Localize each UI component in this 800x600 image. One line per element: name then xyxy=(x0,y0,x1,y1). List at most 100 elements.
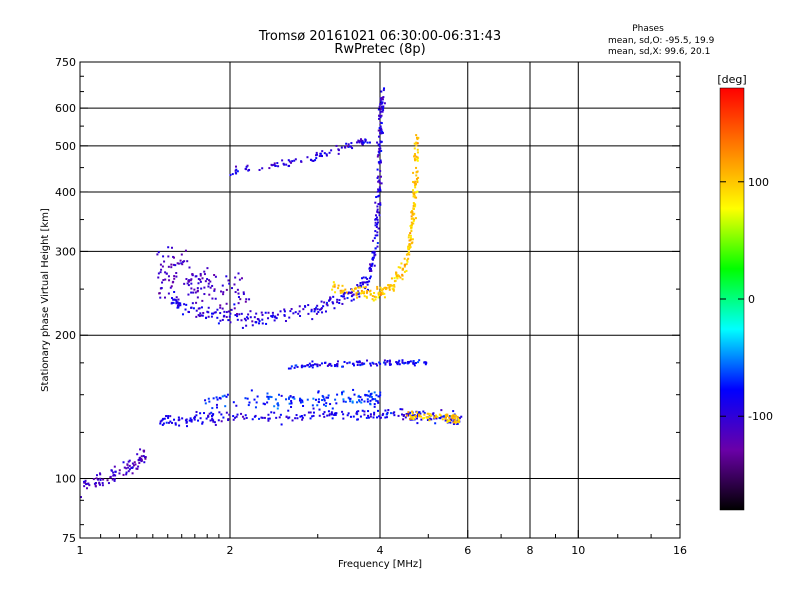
data-point xyxy=(98,483,101,486)
data-point xyxy=(209,286,212,289)
data-point xyxy=(435,414,438,417)
data-point xyxy=(338,299,341,302)
data-point xyxy=(353,287,356,290)
data-point xyxy=(294,158,297,161)
data-point xyxy=(428,419,431,422)
data-point xyxy=(317,398,320,401)
data-point xyxy=(172,301,175,304)
data-point xyxy=(180,253,183,256)
data-point xyxy=(412,204,415,207)
data-point xyxy=(268,417,271,420)
data-point xyxy=(247,313,250,316)
data-point xyxy=(377,194,380,197)
data-point xyxy=(377,175,380,178)
data-point xyxy=(407,414,410,417)
data-point xyxy=(413,218,416,221)
data-point xyxy=(302,365,305,368)
data-point xyxy=(405,263,408,266)
data-point xyxy=(308,365,311,368)
data-point xyxy=(403,257,406,260)
data-point xyxy=(243,417,246,420)
data-point xyxy=(377,180,380,183)
data-point xyxy=(199,312,202,315)
data-point xyxy=(98,481,101,484)
data-point xyxy=(379,125,382,128)
data-point xyxy=(439,417,442,420)
data-point xyxy=(261,167,264,170)
data-point xyxy=(374,218,377,221)
data-point xyxy=(347,396,350,399)
data-point xyxy=(412,202,415,205)
data-point xyxy=(170,285,173,288)
data-point xyxy=(378,117,381,120)
data-point xyxy=(352,362,355,365)
data-point xyxy=(185,421,188,424)
data-point xyxy=(342,289,345,292)
data-point xyxy=(369,399,372,402)
data-point xyxy=(364,393,367,396)
data-point xyxy=(381,107,384,110)
data-point xyxy=(380,114,383,117)
data-point xyxy=(409,225,412,228)
data-point xyxy=(287,417,290,420)
y-tick-label: 200 xyxy=(55,329,76,342)
data-point xyxy=(415,417,418,420)
data-point xyxy=(176,306,179,309)
data-point xyxy=(374,398,377,401)
data-point xyxy=(274,315,277,318)
data-point xyxy=(395,271,398,274)
data-point xyxy=(212,397,215,400)
data-point xyxy=(287,159,290,162)
data-point xyxy=(214,423,217,426)
data-point xyxy=(225,395,228,398)
data-point xyxy=(311,415,314,418)
data-point xyxy=(412,362,415,365)
data-point xyxy=(323,411,326,414)
y-tick-label: 300 xyxy=(55,245,76,258)
data-point xyxy=(407,411,410,414)
data-point xyxy=(379,159,382,162)
data-point xyxy=(382,96,385,99)
data-point xyxy=(167,246,170,249)
data-point xyxy=(157,251,160,254)
data-point xyxy=(189,279,192,282)
data-point xyxy=(374,201,377,204)
data-point xyxy=(408,250,411,253)
data-point xyxy=(373,291,376,294)
data-point xyxy=(454,420,457,423)
data-point xyxy=(199,314,202,317)
data-point xyxy=(239,298,242,301)
data-point xyxy=(357,395,360,398)
data-point xyxy=(225,311,228,314)
data-point xyxy=(415,191,418,194)
data-point xyxy=(410,215,413,218)
data-point xyxy=(302,308,305,311)
data-point xyxy=(384,288,387,291)
data-point xyxy=(326,304,329,307)
y-tick-label: 75 xyxy=(62,532,76,545)
data-point xyxy=(160,419,163,422)
data-point xyxy=(383,87,386,90)
data-point xyxy=(266,401,269,404)
data-point xyxy=(373,295,376,298)
data-point xyxy=(413,181,416,184)
data-point xyxy=(193,415,196,418)
data-point xyxy=(361,143,364,146)
data-point xyxy=(368,280,371,283)
data-point xyxy=(365,295,368,298)
data-point xyxy=(374,253,377,256)
data-point xyxy=(208,279,211,282)
data-point xyxy=(240,319,243,322)
data-point xyxy=(315,153,318,156)
data-point xyxy=(213,274,216,277)
data-point xyxy=(378,186,381,189)
data-point xyxy=(264,311,267,314)
data-point xyxy=(418,414,421,417)
colorbar-ticks: -100 0 100 xyxy=(720,176,773,423)
data-point xyxy=(315,151,318,154)
data-point xyxy=(199,412,202,415)
data-point xyxy=(236,318,239,321)
data-point xyxy=(170,246,173,249)
data-point xyxy=(140,458,143,461)
